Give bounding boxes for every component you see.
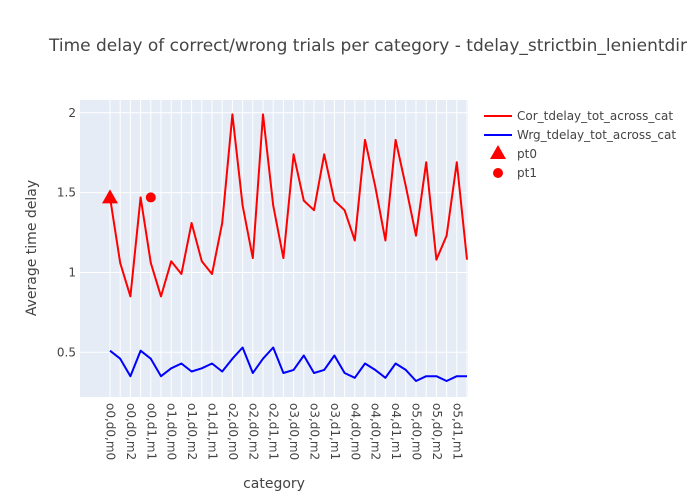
x-tick-label: o5,d0,m0: [410, 403, 424, 460]
x-tick-label: o5,d0,m2: [430, 403, 444, 460]
x-tick-label: o2,d1,m1: [267, 403, 281, 460]
x-tick-label: o4,d1,m1: [389, 403, 403, 460]
legend-item-pt0[interactable]: pt0: [490, 145, 537, 161]
legend[interactable]: Cor_tdelay_tot_across_cat Wrg_tdelay_tot…: [484, 109, 676, 180]
y-tick-label: 0.5: [57, 345, 76, 359]
x-tick-label: o1,d1,m1: [206, 403, 220, 460]
legend-item-wrg[interactable]: Wrg_tdelay_tot_across_cat: [484, 128, 676, 142]
x-tick-label: o0,d1,m1: [144, 403, 158, 460]
legend-label-cor: Cor_tdelay_tot_across_cat: [517, 109, 673, 123]
x-axis-title: category: [243, 476, 305, 492]
x-tick-label: o2,d0,m2: [246, 403, 260, 460]
chart-title: Time delay of correct/wrong trials per c…: [48, 36, 687, 56]
x-tick-label: o2,d0,m0: [226, 403, 240, 460]
y-tick-label: 1.5: [57, 186, 76, 200]
x-tick-label: o0,d0,m2: [124, 403, 138, 460]
legend-label-pt0: pt0: [517, 147, 537, 161]
legend-item-cor[interactable]: Cor_tdelay_tot_across_cat: [484, 109, 673, 123]
x-tick-label: o0,d0,m0: [104, 403, 118, 460]
y-axis-title: Average time delay: [24, 180, 40, 316]
marker-layer: [102, 189, 156, 204]
x-tick-label: o3,d1,m1: [328, 403, 342, 460]
x-tick-label: o1,d0,m0: [165, 403, 179, 460]
marker-pt1[interactable]: [145, 192, 156, 203]
legend-item-pt1[interactable]: pt1: [493, 166, 537, 180]
y-axis-ticks: 0.5 1 1.5 2: [57, 106, 76, 360]
y-tick-label: 2: [68, 106, 76, 120]
legend-label-wrg: Wrg_tdelay_tot_across_cat: [517, 128, 676, 142]
x-tick-label: o1,d0,m2: [185, 403, 199, 460]
x-tick-label: o4,d0,m2: [369, 403, 383, 460]
marker-pt0[interactable]: [102, 189, 118, 204]
y-tick-label: 1: [68, 265, 76, 279]
x-tick-label: o5,d1,m1: [450, 403, 464, 460]
series-line-wrg[interactable]: [109, 346, 467, 382]
x-tick-label: o4,d0,m0: [348, 403, 362, 460]
series-line-cor[interactable]: [109, 113, 468, 298]
series-layer: [109, 113, 468, 382]
x-tick-label: o3,d0,m0: [287, 403, 301, 460]
x-axis-ticks: o0,d0,m0 o0,d0,m2 o0,d1,m1 o1,d0,m0 o1,d0,m2…: [104, 403, 465, 460]
legend-triangle-icon: [490, 145, 506, 159]
legend-circle-icon: [493, 168, 503, 178]
x-tick-label: o3,d0,m2: [308, 403, 322, 460]
legend-label-pt1: pt1: [517, 166, 537, 180]
